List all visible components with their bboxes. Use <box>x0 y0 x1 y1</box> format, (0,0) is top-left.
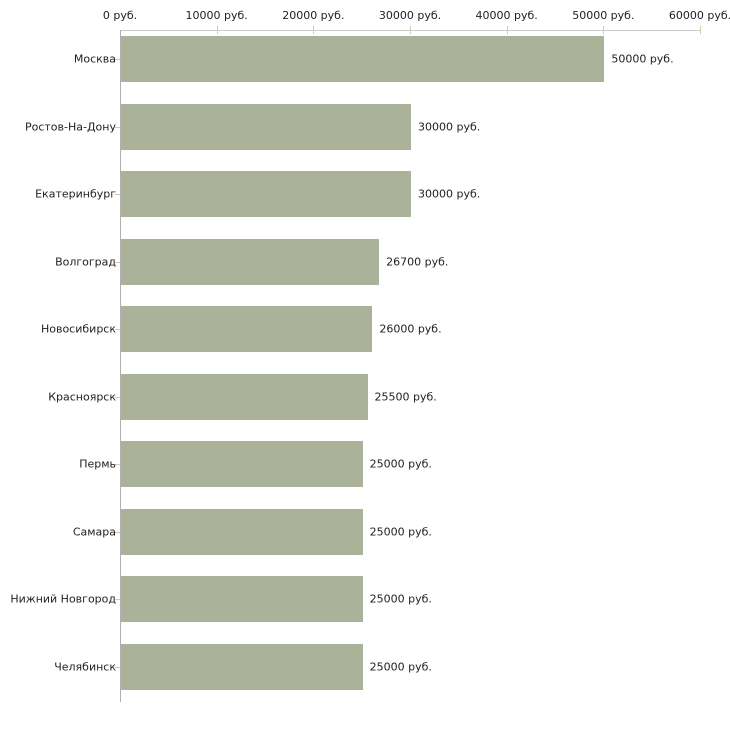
category-label: Нижний Новгород <box>10 592 116 606</box>
x-tick-mark <box>603 26 605 34</box>
bar <box>121 508 363 555</box>
bar <box>121 306 373 353</box>
category-label: Ростов-На-Дону <box>24 120 116 134</box>
x-tick-label: 0 руб. <box>102 9 138 22</box>
x-tick-label: 40000 руб. <box>475 9 538 22</box>
bar <box>121 103 411 150</box>
category-label: Москва <box>73 52 116 66</box>
value-label: 25000 руб. <box>369 525 432 539</box>
x-tick-mark <box>506 26 508 34</box>
bar <box>121 373 368 420</box>
value-label: 25500 руб. <box>374 390 437 404</box>
x-tick-mark <box>700 26 701 34</box>
category-label: Самара <box>72 525 116 539</box>
y-tick-mark <box>115 464 120 466</box>
x-tick-mark <box>313 26 315 34</box>
y-axis-line <box>120 30 121 702</box>
category-label: Екатеринбург <box>35 187 116 201</box>
y-tick-mark <box>115 531 120 533</box>
y-tick-mark <box>115 396 120 398</box>
bar <box>121 441 363 488</box>
x-tick-label: 20000 руб. <box>282 9 345 22</box>
category-label: Челябинск <box>54 660 116 674</box>
y-tick-mark <box>115 126 120 128</box>
value-label: 25000 руб. <box>369 592 432 606</box>
value-label: 50000 руб. <box>611 52 674 66</box>
value-label: 25000 руб. <box>369 457 432 471</box>
value-label: 30000 руб. <box>418 120 481 134</box>
category-label: Красноярск <box>48 390 116 404</box>
category-label: Волгоград <box>55 255 116 269</box>
x-tick-mark <box>410 26 411 34</box>
y-tick-mark <box>115 59 120 61</box>
y-tick-mark <box>115 666 120 668</box>
bar <box>121 171 411 218</box>
value-label: 26700 руб. <box>386 255 449 269</box>
y-tick-mark <box>115 261 120 263</box>
y-tick-mark <box>115 329 120 331</box>
bar <box>121 576 363 623</box>
x-tick-label: 30000 руб. <box>378 9 442 22</box>
bar <box>121 238 380 285</box>
value-label: 25000 руб. <box>369 660 432 674</box>
x-tick-label: 50000 руб. <box>572 9 635 22</box>
bar <box>121 643 363 690</box>
x-tick-mark <box>216 26 218 34</box>
value-label: 30000 руб. <box>418 187 481 201</box>
y-tick-mark <box>115 194 120 196</box>
x-tick-label: 60000 руб. <box>668 9 730 22</box>
bar <box>121 36 605 83</box>
value-label: 26000 руб. <box>379 322 442 336</box>
y-tick-mark <box>115 599 120 601</box>
category-label: Пермь <box>79 457 116 471</box>
category-label: Новосибирск <box>40 322 116 336</box>
x-tick-label: 10000 руб. <box>185 9 248 22</box>
